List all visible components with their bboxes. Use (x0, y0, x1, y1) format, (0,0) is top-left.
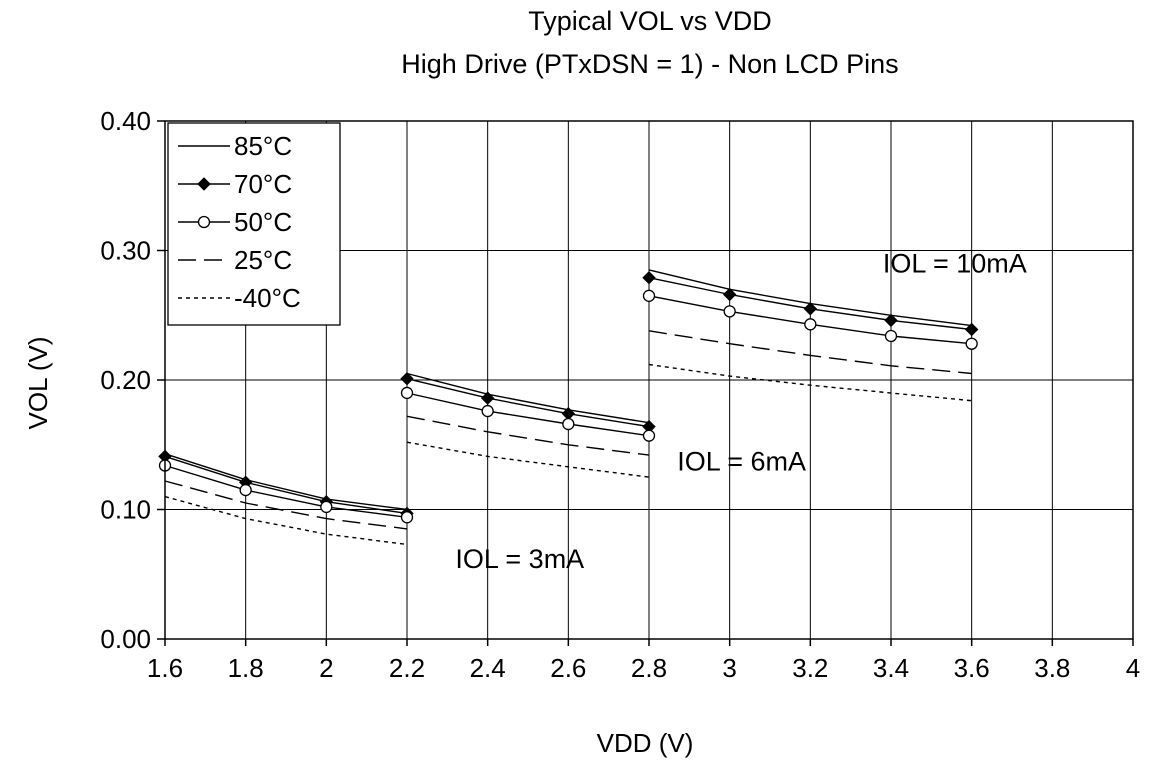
x-tick-label: 1.6 (147, 653, 183, 683)
series-line (164, 453, 408, 511)
legend-entry: 25°C (178, 245, 292, 275)
data-point (884, 313, 898, 328)
x-tick-label: 2.2 (389, 653, 425, 683)
series-line (164, 455, 408, 515)
series-line (164, 464, 408, 518)
y-axis-label: VOL (V) (23, 337, 53, 430)
series-4 (164, 363, 972, 546)
annotation-label: IOL = 10mA (883, 249, 1027, 279)
y-tick-label: 0.30 (100, 236, 151, 266)
chart-title: Typical VOL vs VDD (528, 6, 772, 36)
data-point (964, 322, 979, 337)
series-line (648, 363, 972, 402)
x-tick-label: 3.4 (873, 653, 909, 683)
legend-label: 70°C (234, 169, 292, 199)
data-point (481, 404, 494, 418)
data-point (642, 429, 656, 442)
annotation-label: IOL = 3mA (455, 544, 584, 574)
legend-box (167, 122, 341, 326)
y-tick-label: 0.00 (100, 624, 151, 654)
x-tick-label: 2.8 (631, 653, 667, 683)
data-point (884, 329, 898, 343)
x-tick-label: 1.8 (228, 653, 264, 683)
series-line (164, 495, 408, 546)
y-tick-labels: 0.00 0.10 0.20 0.30 0.40 (100, 106, 151, 654)
data-point (642, 289, 656, 302)
x-tick-label: 2 (319, 653, 333, 683)
series-layer (158, 269, 979, 546)
series-line (164, 480, 408, 530)
data-point (400, 371, 414, 386)
x-tick-labels: 1.6 1.8 2 2.2 2.4 2.6 2.8 3 3.2 3.4 3.6 3.8 4 (147, 653, 1140, 683)
legend-entry: 50°C (178, 207, 292, 237)
y-tick-label: 0.40 (100, 106, 151, 136)
x-tick-label: 2.6 (550, 653, 586, 683)
data-point (722, 287, 737, 302)
data-point (562, 417, 575, 431)
data-point (480, 391, 495, 405)
series-3 (164, 330, 972, 530)
legend-label: -40°C (234, 283, 301, 313)
x-tick-label: 4 (1126, 653, 1140, 683)
x-tick-label: 2.4 (470, 653, 506, 683)
data-point (320, 500, 333, 514)
x-tick-label: 3.6 (954, 653, 990, 683)
annotations: IOL = 3mA IOL = 6mA IOL = 10mA (455, 249, 1026, 574)
legend-entry: 70°C (178, 169, 292, 199)
data-point (642, 270, 656, 285)
plot-frame (164, 120, 1134, 640)
series-line (406, 392, 650, 437)
legend-marker (197, 215, 211, 229)
legend-entry: 85°C (178, 131, 292, 161)
legend-label: 50°C (234, 207, 292, 237)
legend-label: 25°C (234, 245, 292, 275)
chart-subtitle: High Drive (PTxDSN = 1) - Non LCD Pins (401, 49, 898, 79)
data-point (723, 305, 736, 318)
x-axis-label: VDD (V) (597, 728, 694, 758)
series-line (406, 415, 650, 456)
legend-label: 85°C (234, 131, 292, 161)
y-tick-label: 0.20 (100, 365, 151, 395)
series-line (406, 372, 650, 424)
series-line (406, 378, 650, 428)
data-point (965, 337, 978, 350)
x-tick-label: 3.8 (1034, 653, 1070, 683)
series-2 (158, 289, 978, 524)
legend-marker (197, 177, 211, 191)
data-point (400, 386, 414, 400)
x-tick-label: 3.2 (792, 653, 828, 683)
series-line (406, 441, 650, 478)
data-point (804, 318, 817, 331)
data-point (400, 511, 414, 524)
data-point (239, 483, 252, 497)
x-tick-label: 3 (722, 653, 736, 683)
y-tick-label: 0.10 (100, 495, 151, 525)
data-point (803, 302, 818, 316)
annotation-label: IOL = 6mA (677, 447, 806, 477)
legend: 85°C 70°C 50°C 25°C -40°C (167, 122, 341, 326)
series-line (648, 330, 972, 375)
legend-entry: -40°C (178, 283, 301, 313)
